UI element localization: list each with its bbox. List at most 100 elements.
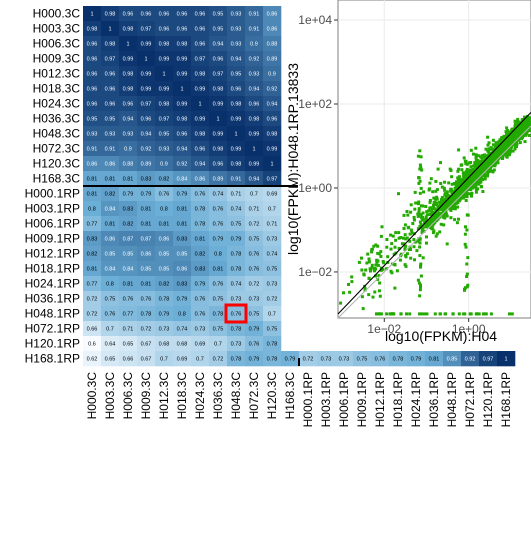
heatmap-cell-value: 0.7	[106, 327, 114, 333]
heatmap-cell	[227, 261, 246, 277]
scatter-point	[428, 222, 432, 226]
heatmap-cell-value: 0.97	[483, 357, 494, 363]
heatmap-row-label: H006.1RP	[25, 217, 80, 231]
scatter-point	[378, 294, 382, 298]
scatter-point	[509, 149, 513, 153]
heatmap-cell-value: 0.76	[141, 297, 152, 303]
scatter-point	[369, 267, 373, 271]
scatter-point	[454, 182, 458, 186]
heatmap-cell	[119, 291, 138, 307]
scatter-y-tick-label: 1e+04	[298, 13, 332, 27]
scatter-point	[448, 197, 452, 201]
scatter-point	[428, 206, 432, 210]
scatter-point	[360, 268, 364, 272]
heatmap-cell-value: 0.99	[231, 117, 242, 123]
scatter-point	[483, 177, 487, 181]
scatter-point	[432, 207, 436, 210]
scatter-point	[419, 283, 422, 287]
heatmap-cell-value: 0.73	[231, 342, 242, 348]
scatter-point	[459, 163, 463, 167]
scatter-point	[442, 202, 446, 206]
heatmap-cell-value: 0.7	[160, 357, 168, 363]
heatmap-cell	[227, 171, 246, 187]
scatter-point	[400, 242, 404, 246]
scatter-point	[427, 221, 430, 224]
scatter-point	[462, 312, 466, 316]
heatmap-cell-value: 0.98	[159, 42, 170, 48]
heatmap-column-label: H036.1RP	[427, 372, 441, 427]
heatmap-cell-value: 0.96	[141, 117, 152, 123]
heatmap-cell	[83, 321, 102, 337]
scatter-point	[420, 216, 424, 220]
heatmap-cell-value: 0.76	[231, 312, 242, 318]
scatter-point	[413, 207, 417, 211]
heatmap-cell-value: 0.73	[231, 297, 242, 303]
heatmap-cell	[209, 36, 228, 52]
heatmap-cell-value: 0.86	[159, 237, 170, 243]
heatmap-cell	[191, 186, 210, 202]
heatmap-cell-value: 0.98	[249, 117, 260, 123]
heatmap-column-label: H048.1RP	[445, 372, 459, 427]
heatmap-cell	[263, 21, 282, 37]
scatter-point	[440, 197, 444, 201]
heatmap-cell-value: 0.84	[123, 267, 134, 273]
heatmap-cell	[155, 21, 174, 37]
heatmap-cell-value: 0.86	[105, 162, 116, 168]
heatmap-cell	[83, 231, 102, 247]
heatmap-cell-value: 0.81	[429, 357, 440, 363]
scatter-point	[445, 214, 449, 218]
heatmap-cell-value: 0.92	[249, 57, 260, 63]
scatter-point	[417, 176, 421, 180]
heatmap-cell-value: 0.7	[214, 342, 222, 348]
scatter-point	[417, 207, 421, 211]
heatmap-cell	[137, 6, 156, 22]
scatter-point	[421, 256, 425, 260]
scatter-point	[417, 281, 421, 285]
scatter-point	[474, 188, 478, 192]
scatter-point	[416, 214, 420, 218]
heatmap-cell-value: 0.98	[123, 27, 134, 33]
heatmap-cell-value: 0.75	[231, 222, 242, 228]
heatmap-cell-value: 0.81	[141, 282, 152, 288]
scatter-point	[450, 182, 454, 186]
heatmap-cell	[209, 261, 228, 277]
scatter-point	[489, 154, 493, 158]
scatter-point	[478, 160, 482, 164]
heatmap-column-label: H120.1RP	[481, 372, 495, 427]
scatter-point	[370, 250, 374, 254]
heatmap-cell	[209, 276, 228, 292]
heatmap-cell	[83, 246, 102, 262]
heatmap-cell	[101, 6, 120, 22]
scatter-point	[417, 209, 421, 213]
heatmap-cell	[227, 21, 246, 37]
scatter-point	[404, 264, 408, 268]
scatter-point	[506, 142, 510, 146]
heatmap-cell-value: 0.74	[231, 207, 242, 213]
scatter-point	[374, 274, 377, 278]
scatter-point	[508, 312, 511, 316]
scatter-point	[408, 239, 412, 243]
heatmap-cell-value: 0.96	[87, 57, 98, 63]
heatmap-cell-value: 0.68	[159, 342, 170, 348]
heatmap-cell	[137, 201, 156, 217]
heatmap-cell-value: 0.79	[159, 312, 170, 318]
scatter-point	[464, 162, 468, 165]
scatter-point	[435, 197, 439, 201]
scatter-point	[457, 148, 461, 152]
heatmap-cell	[173, 216, 192, 232]
scatter-point	[453, 186, 457, 190]
heatmap-cell-value: 0.96	[177, 12, 188, 18]
scatter-point	[463, 191, 467, 195]
heatmap-cell-value: 0.85	[447, 357, 458, 363]
heatmap-cell-value: 0.95	[213, 27, 224, 33]
heatmap-cell-value: 0.75	[249, 312, 260, 318]
heatmap-cell	[119, 66, 138, 82]
scatter-point	[483, 173, 487, 177]
scatter-point	[385, 267, 389, 271]
heatmap-cell-value: 0.79	[231, 237, 242, 243]
heatmap-column-label: H009.1RP	[355, 372, 369, 427]
scatter-point	[360, 295, 364, 299]
scatter-point	[478, 178, 482, 182]
heatmap-column-label: H003.3C	[103, 372, 117, 420]
heatmap-cell-value: 0.91	[249, 27, 260, 33]
